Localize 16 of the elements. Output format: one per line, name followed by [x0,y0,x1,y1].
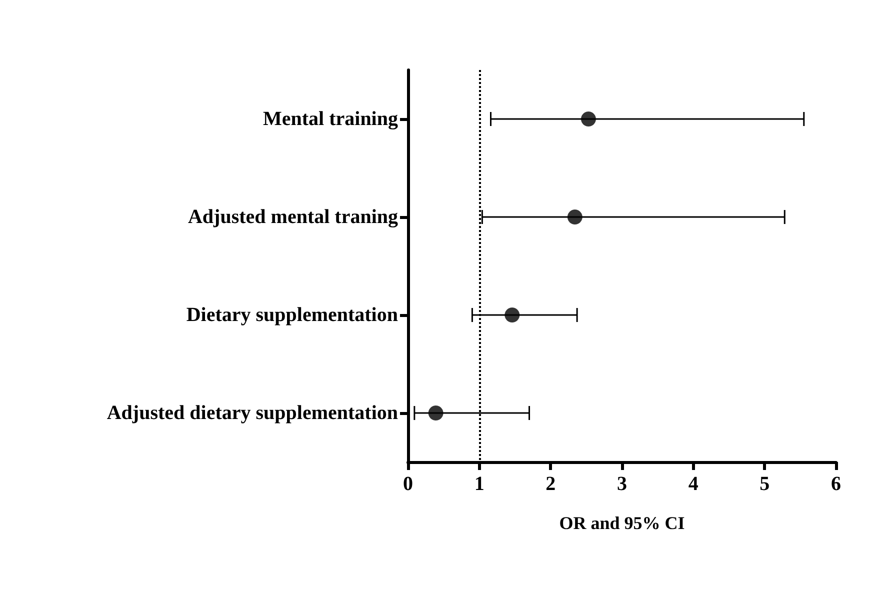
x-tick-label: 1 [474,473,484,495]
x-tick-label: 5 [760,473,770,495]
point [504,308,520,322]
x-tick-label: 4 [688,473,698,495]
y-tick-label: Mental training [263,108,398,130]
x-axis-title: OR and 95% CI [559,513,685,533]
y-tick-label: Dietary supplementation [186,304,398,326]
point [428,406,444,420]
point [567,210,582,224]
point [580,112,596,126]
x-tick-label: 3 [617,473,627,495]
x-tick-label: 0 [403,473,413,495]
y-tick-label: Adjusted mental traning [188,206,398,228]
x-tick-label: 6 [831,473,841,495]
y-tick-label: Adjusted dietary supplementation [106,402,398,424]
x-tick-label: 2 [546,473,556,495]
